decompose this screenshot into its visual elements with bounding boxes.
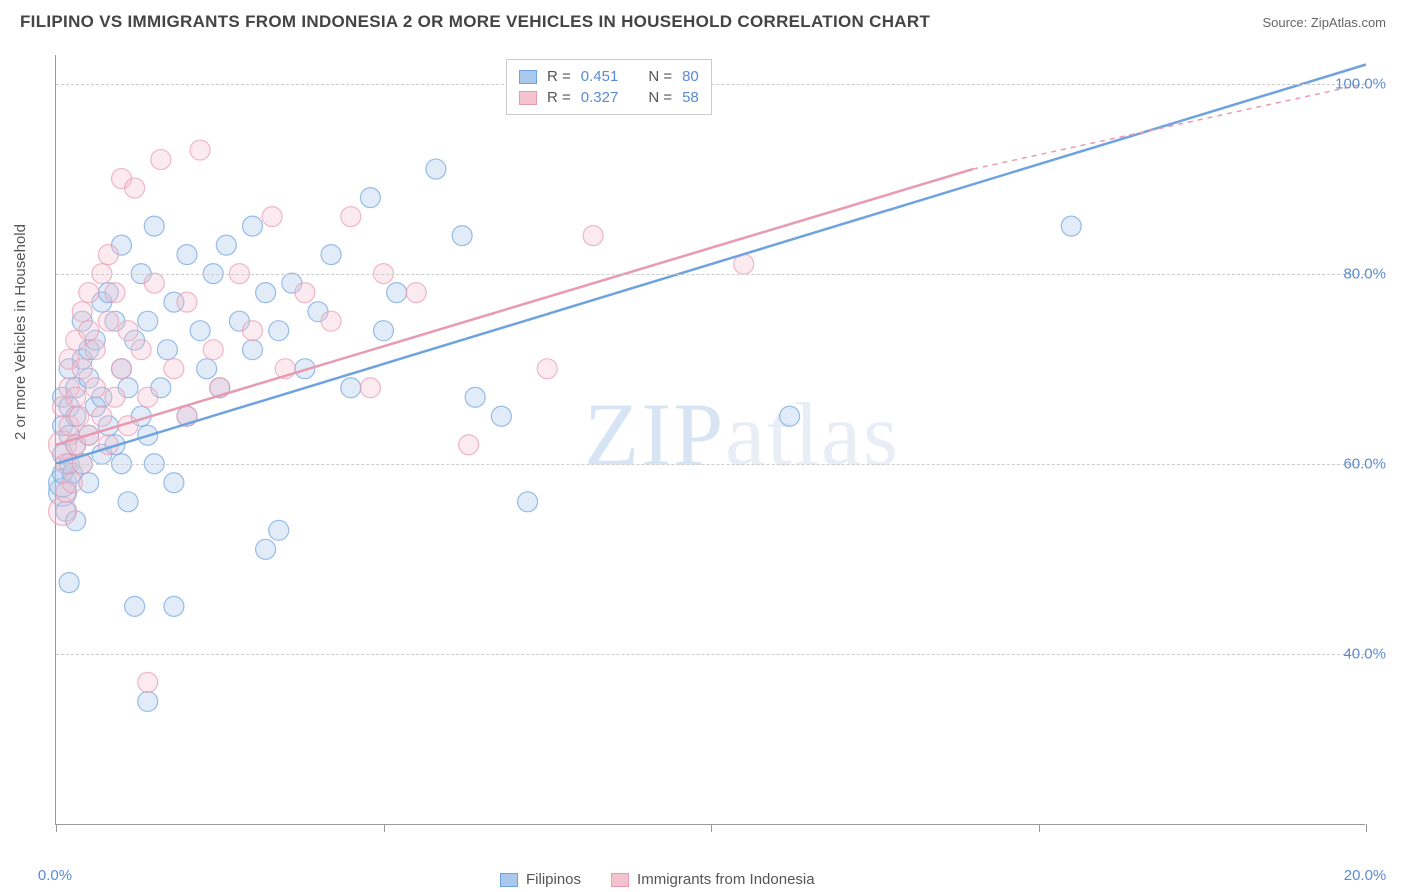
x-tick xyxy=(1366,824,1367,832)
grid-line xyxy=(56,654,1365,655)
legend-row: R = 0.327 N = 58 xyxy=(519,87,699,108)
legend-top: R = 0.451 N = 80 R = 0.327 N = 58 xyxy=(506,59,712,115)
legend-swatch xyxy=(519,70,537,84)
scatter-svg xyxy=(56,55,1365,824)
x-tick xyxy=(711,824,712,832)
legend-row: R = 0.451 N = 80 xyxy=(519,66,699,87)
legend-n-value: 58 xyxy=(682,89,699,106)
y-axis-label: 2 or more Vehicles in Household xyxy=(12,224,29,440)
legend-n-label: N = xyxy=(648,89,672,106)
legend-n-value: 80 xyxy=(682,68,699,85)
legend-r-value: 0.451 xyxy=(581,68,619,85)
grid-line xyxy=(56,464,1365,465)
x-tick xyxy=(1039,824,1040,832)
legend-bottom: Filipinos Immigrants from Indonesia xyxy=(500,871,815,888)
source-label: Source: ZipAtlas.com xyxy=(1262,15,1386,30)
x-tick xyxy=(56,824,57,832)
legend-swatch xyxy=(500,873,518,887)
chart-title: FILIPINO VS IMMIGRANTS FROM INDONESIA 2 … xyxy=(20,12,930,32)
legend-r-value: 0.327 xyxy=(581,89,619,106)
legend-n-label: N = xyxy=(648,68,672,85)
legend-series-name: Filipinos xyxy=(526,871,581,888)
x-tick xyxy=(384,824,385,832)
legend-bottom-item: Immigrants from Indonesia xyxy=(611,871,815,888)
grid-line xyxy=(56,274,1365,275)
legend-swatch xyxy=(519,91,537,105)
legend-swatch xyxy=(611,873,629,887)
y-tick-label: 100.0% xyxy=(1335,75,1386,92)
legend-r-label: R = xyxy=(547,68,571,85)
y-tick-label: 80.0% xyxy=(1343,265,1386,282)
legend-series-name: Immigrants from Indonesia xyxy=(637,871,815,888)
chart-plot-area: ZIPatlas R =0.451N =80R =0.327N =58 xyxy=(55,55,1365,825)
y-tick-label: 60.0% xyxy=(1343,455,1386,472)
legend-r-label: R = xyxy=(547,89,571,106)
y-tick-label: 40.0% xyxy=(1343,645,1386,662)
x-tick-label: 0.0% xyxy=(38,867,72,884)
x-tick-label: 20.0% xyxy=(1344,867,1387,884)
legend-bottom-item: Filipinos xyxy=(500,871,581,888)
